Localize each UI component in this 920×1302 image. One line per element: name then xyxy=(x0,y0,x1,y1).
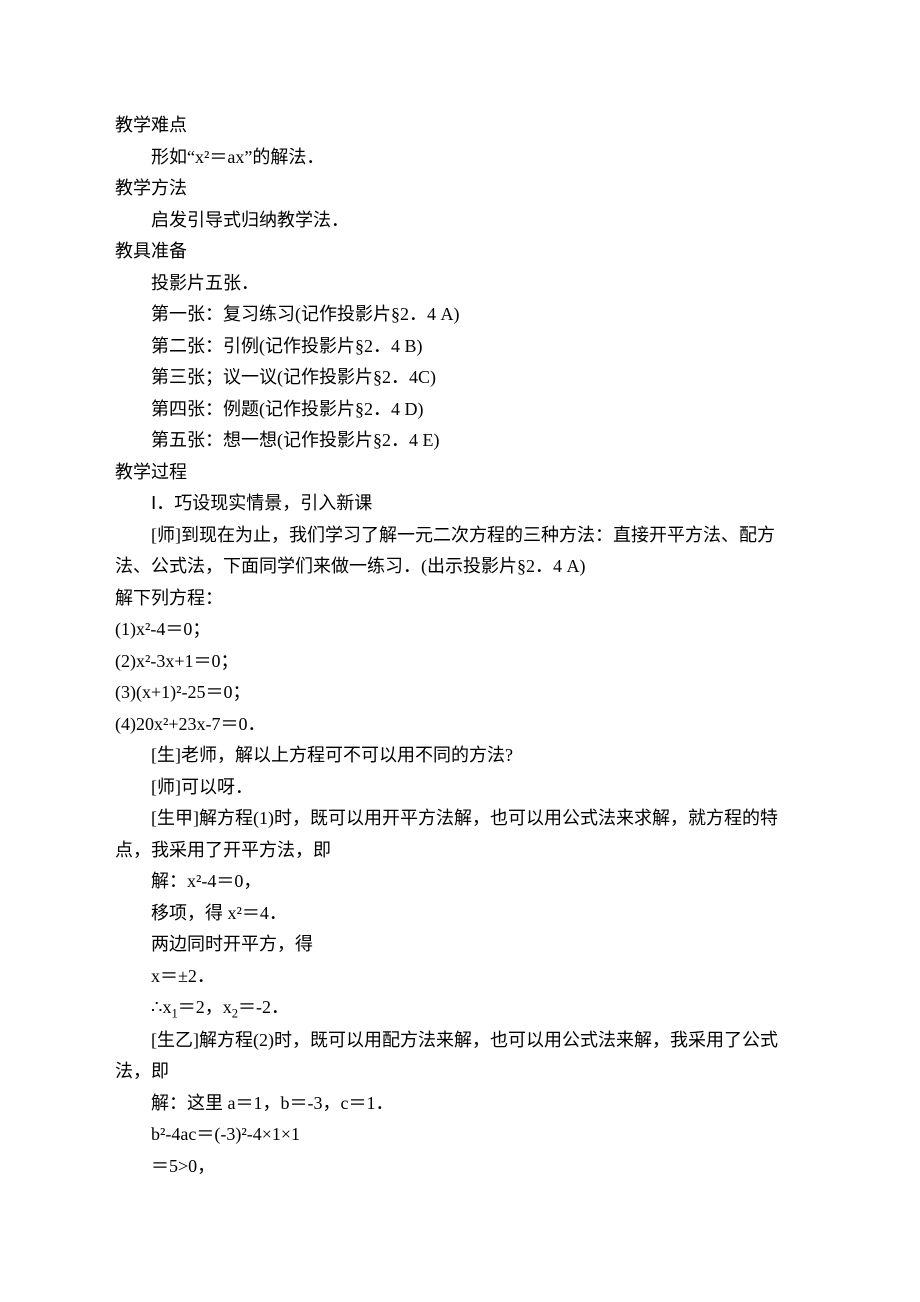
materials-line-3: 第二张：引例(记作投影片§2．4 B) xyxy=(115,331,805,363)
eq4-part-b: ²+23x-7＝0． xyxy=(163,714,266,734)
process-line-2: [师]到现在为止，我们学习了解一元二次方程的三种方法：直接开平方法、配方法、公式… xyxy=(115,520,805,583)
process-line-1: Ⅰ．巧设现实情景，引入新课 xyxy=(115,488,805,520)
equation-2: (2)x²-3x+1＝0； xyxy=(115,646,805,678)
materials-line-4: 第三张；议一议(记作投影片§2．4C) xyxy=(115,362,805,394)
solution-2-step-2: b²-4ac＝(-3)²-4×1×1 xyxy=(115,1119,805,1151)
eq4-part-a: (4)20x xyxy=(115,714,163,734)
dialogue-teacher-a: [师]可以呀． xyxy=(115,772,805,804)
materials-line-1: 投影片五张． xyxy=(115,268,805,300)
solution-1-step-3: 两边同时开平方，得 xyxy=(115,929,805,961)
solution-1-step-1: 解：x²-4＝0， xyxy=(115,866,805,898)
t2-part-a: b xyxy=(151,1124,160,1144)
equation-1: (1)x²-4＝0； xyxy=(115,614,805,646)
equation-4: (4)20x²+23x-7＝0． xyxy=(115,709,805,741)
dialogue-student-a-1: [生甲]解方程(1)时，既可以用开平方法解，也可以用公式法来求解，就方程的特点，… xyxy=(115,803,805,866)
solution-1-step-4: x＝±2． xyxy=(115,961,805,993)
eq2-part-b: ²-3x+1＝0； xyxy=(145,651,239,671)
eq3-part-a: (3)(x+1) xyxy=(115,682,176,702)
section-title-difficulty: 教学难点 xyxy=(115,110,805,142)
materials-line-5: 第四张：例题(记作投影片§2．4 D) xyxy=(115,394,805,426)
s5-part-c: ＝-2． xyxy=(238,997,289,1017)
t2-part-c: ²-4×1×1 xyxy=(241,1124,300,1144)
eq1-part-a: (1)x xyxy=(115,619,145,639)
document-page: 教学难点 形如“x²＝ax”的解法． 教学方法 启发引导式归纳教学法． 教具准备… xyxy=(0,0,920,1302)
dialogue-student-q: [生]老师，解以上方程可不可以用不同的方法? xyxy=(115,740,805,772)
dialogue-student-b-1: [生乙]解方程(2)时，既可以用配方法来解，也可以用公式法来解，我采用了公式法，… xyxy=(115,1025,805,1088)
solution-1-step-5: ∴x1＝2，x2＝-2． xyxy=(115,992,805,1025)
section-title-process: 教学过程 xyxy=(115,457,805,489)
eq1-part-b: ²-4＝0； xyxy=(145,619,210,639)
eq3-part-b: ²-25＝0； xyxy=(176,682,250,702)
solution-1-step-2: 移项，得 x²＝4． xyxy=(115,898,805,930)
method-content: 启发引导式归纳教学法． xyxy=(115,205,805,237)
equation-3: (3)(x+1)²-25＝0； xyxy=(115,677,805,709)
section-title-materials: 教具准备 xyxy=(115,236,805,268)
section-title-method: 教学方法 xyxy=(115,173,805,205)
s5-part-a: ∴x xyxy=(151,997,171,1017)
materials-line-2: 第一张：复习练习(记作投影片§2．4 A) xyxy=(115,299,805,331)
solution-2-step-1: 解：这里 a＝1，b＝-3，c＝1． xyxy=(115,1088,805,1120)
difficulty-content: 形如“x²＝ax”的解法． xyxy=(115,142,805,174)
eq2-part-a: (2)x xyxy=(115,651,145,671)
t2-part-b: ²-4ac＝(-3) xyxy=(160,1124,241,1144)
s5-part-b: ＝2，x xyxy=(178,997,232,1017)
equations-title: 解下列方程： xyxy=(115,583,805,615)
solution-2-step-3: ＝5>0， xyxy=(115,1151,805,1183)
materials-line-6: 第五张：想一想(记作投影片§2．4 E) xyxy=(115,425,805,457)
